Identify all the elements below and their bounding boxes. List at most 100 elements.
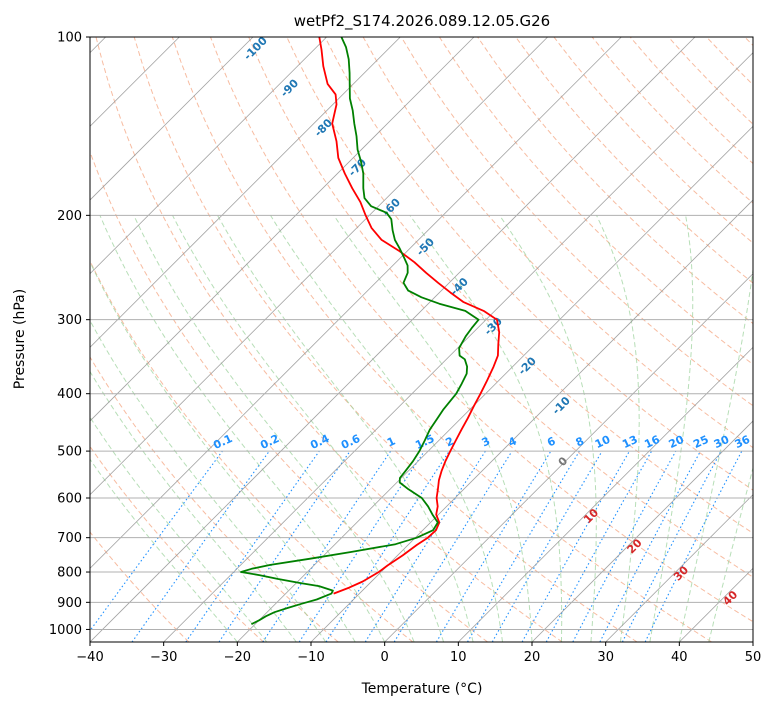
mixing-ratio-line (325, 450, 450, 642)
mixing-ratio-label: 30 (712, 433, 732, 451)
y-tick-label: 600 (57, 492, 82, 507)
isotherm-label: -50 (414, 235, 437, 258)
x-tick-label: −30 (150, 650, 177, 665)
dry-adiabat-line (515, 37, 753, 284)
moist-adiabat-line (90, 260, 356, 642)
mixing-ratio-line (298, 450, 425, 642)
moist-adiabat-line (409, 215, 563, 642)
isotherm-line (90, 37, 548, 496)
isotherm-line (163, 52, 753, 642)
mixing-ratio-line (521, 450, 630, 642)
isotherm-label: -10 (550, 394, 573, 417)
x-axis-label: Temperature (°C) (361, 681, 483, 697)
x-tick-label: 40 (671, 650, 688, 665)
moist-adiabat-line (90, 370, 297, 642)
dry-adiabat-label: 40 (720, 588, 740, 608)
x-tick-label: −10 (297, 650, 324, 665)
mixing-ratio-label: 0.1 (211, 432, 234, 452)
dry-adiabat-line (706, 37, 753, 86)
moist-adiabat-line (90, 319, 327, 642)
isotherm-label: -80 (312, 116, 335, 139)
isotherm-line (458, 346, 753, 642)
y-tick-label: 500 (57, 445, 82, 460)
y-tick-label: 900 (57, 596, 82, 611)
mixing-ratio-line (467, 450, 580, 642)
mixing-ratio-line (393, 450, 513, 642)
x-tick-label: −40 (76, 650, 103, 665)
moist-adiabats (90, 215, 753, 642)
pressure-gridlines (90, 37, 753, 630)
x-tick-label: −20 (224, 650, 251, 665)
isotherm-label: -70 (346, 156, 369, 179)
mixing-ratio-line (644, 450, 743, 642)
mixing-ratio-label: 16 (642, 433, 662, 451)
mixing-ratio-lines (90, 450, 743, 642)
dry-adiabat-line (210, 37, 753, 623)
x-tick-label: 20 (524, 650, 541, 665)
mixing-ratio-line (131, 450, 270, 642)
mixing-ratio-label: 0.6 (339, 432, 362, 452)
mixing-ratio-line (90, 450, 223, 632)
mixing-ratio-line (599, 450, 701, 642)
mixing-ratio-label: 13 (620, 433, 639, 451)
dewpoint-line (240, 37, 480, 626)
chart-title: wetPf2_S174.2026.089.12.05.G26 (294, 12, 550, 31)
isotherm-label: -40 (448, 275, 471, 298)
mixing-ratio-label: 6 (545, 434, 558, 449)
isotherm-line (605, 494, 753, 642)
moist-adiabat-line (708, 466, 753, 642)
dry-adiabat-line (90, 531, 190, 642)
mixing-ratio-line (262, 450, 392, 642)
dry-adiabat-line (171, 37, 712, 642)
isotherm-line (384, 273, 753, 642)
isotherm-line (90, 37, 401, 348)
moist-adiabat-line (596, 215, 640, 642)
y-tick-label: 300 (57, 313, 82, 328)
mixing-ratio-line (572, 450, 677, 642)
isotherm-zero-label: 0 (556, 454, 571, 469)
moist-adiabat-line (499, 215, 597, 642)
mixing-ratio-label: 0.4 (308, 432, 331, 452)
mixing-ratio-label: 36 (733, 433, 753, 451)
isotherm-line (752, 641, 753, 642)
temperature-line (318, 37, 501, 595)
dry-adiabat-line (133, 37, 638, 642)
dry-adiabat-line (438, 37, 753, 366)
series-lines (240, 37, 501, 626)
dry-adiabats (90, 37, 753, 642)
dry-adiabat-label: 10 (581, 506, 601, 526)
moist-adiabat-line (649, 215, 694, 642)
isotherm-line (679, 567, 753, 642)
y-tick-label: 700 (57, 531, 82, 546)
dry-adiabat-line (90, 445, 264, 642)
dry-adiabat-line (744, 37, 753, 47)
isotherm-label: -100 (241, 34, 270, 63)
mixing-ratio-label: 20 (667, 433, 687, 451)
isotherm-line (90, 37, 622, 569)
isotherm-line (90, 37, 696, 642)
y-tick-label: 200 (57, 209, 82, 224)
plot-area: -100-90-80-70-60-50-40-30-20-10010203040… (90, 34, 753, 642)
dry-adiabat-line (668, 37, 753, 125)
isotherm-line (90, 37, 327, 275)
mixing-ratio-line (545, 450, 653, 642)
x-tick-label: 10 (450, 650, 467, 665)
moist-adiabat-line (99, 215, 386, 642)
isotherm-line (531, 420, 753, 642)
dry-adiabat-line (362, 37, 753, 449)
isotherm-label: -90 (278, 76, 301, 99)
mixing-ratio-label: 25 (691, 433, 710, 451)
isotherm-label: -20 (516, 354, 539, 377)
x-tick-label: 0 (381, 650, 389, 665)
dry-adiabat-line (90, 356, 339, 642)
mixing-ratio-label: 0.2 (258, 432, 281, 452)
moist-adiabat-line (270, 215, 503, 642)
isotherm-line (90, 37, 254, 201)
y-tick-label: 100 (57, 31, 82, 46)
dry-adiabat-line (400, 37, 753, 407)
dry-adiabat-line (591, 37, 753, 204)
dry-adiabat-line (90, 150, 488, 642)
isotherms (90, 37, 753, 642)
y-tick-label: 1000 (49, 623, 82, 638)
